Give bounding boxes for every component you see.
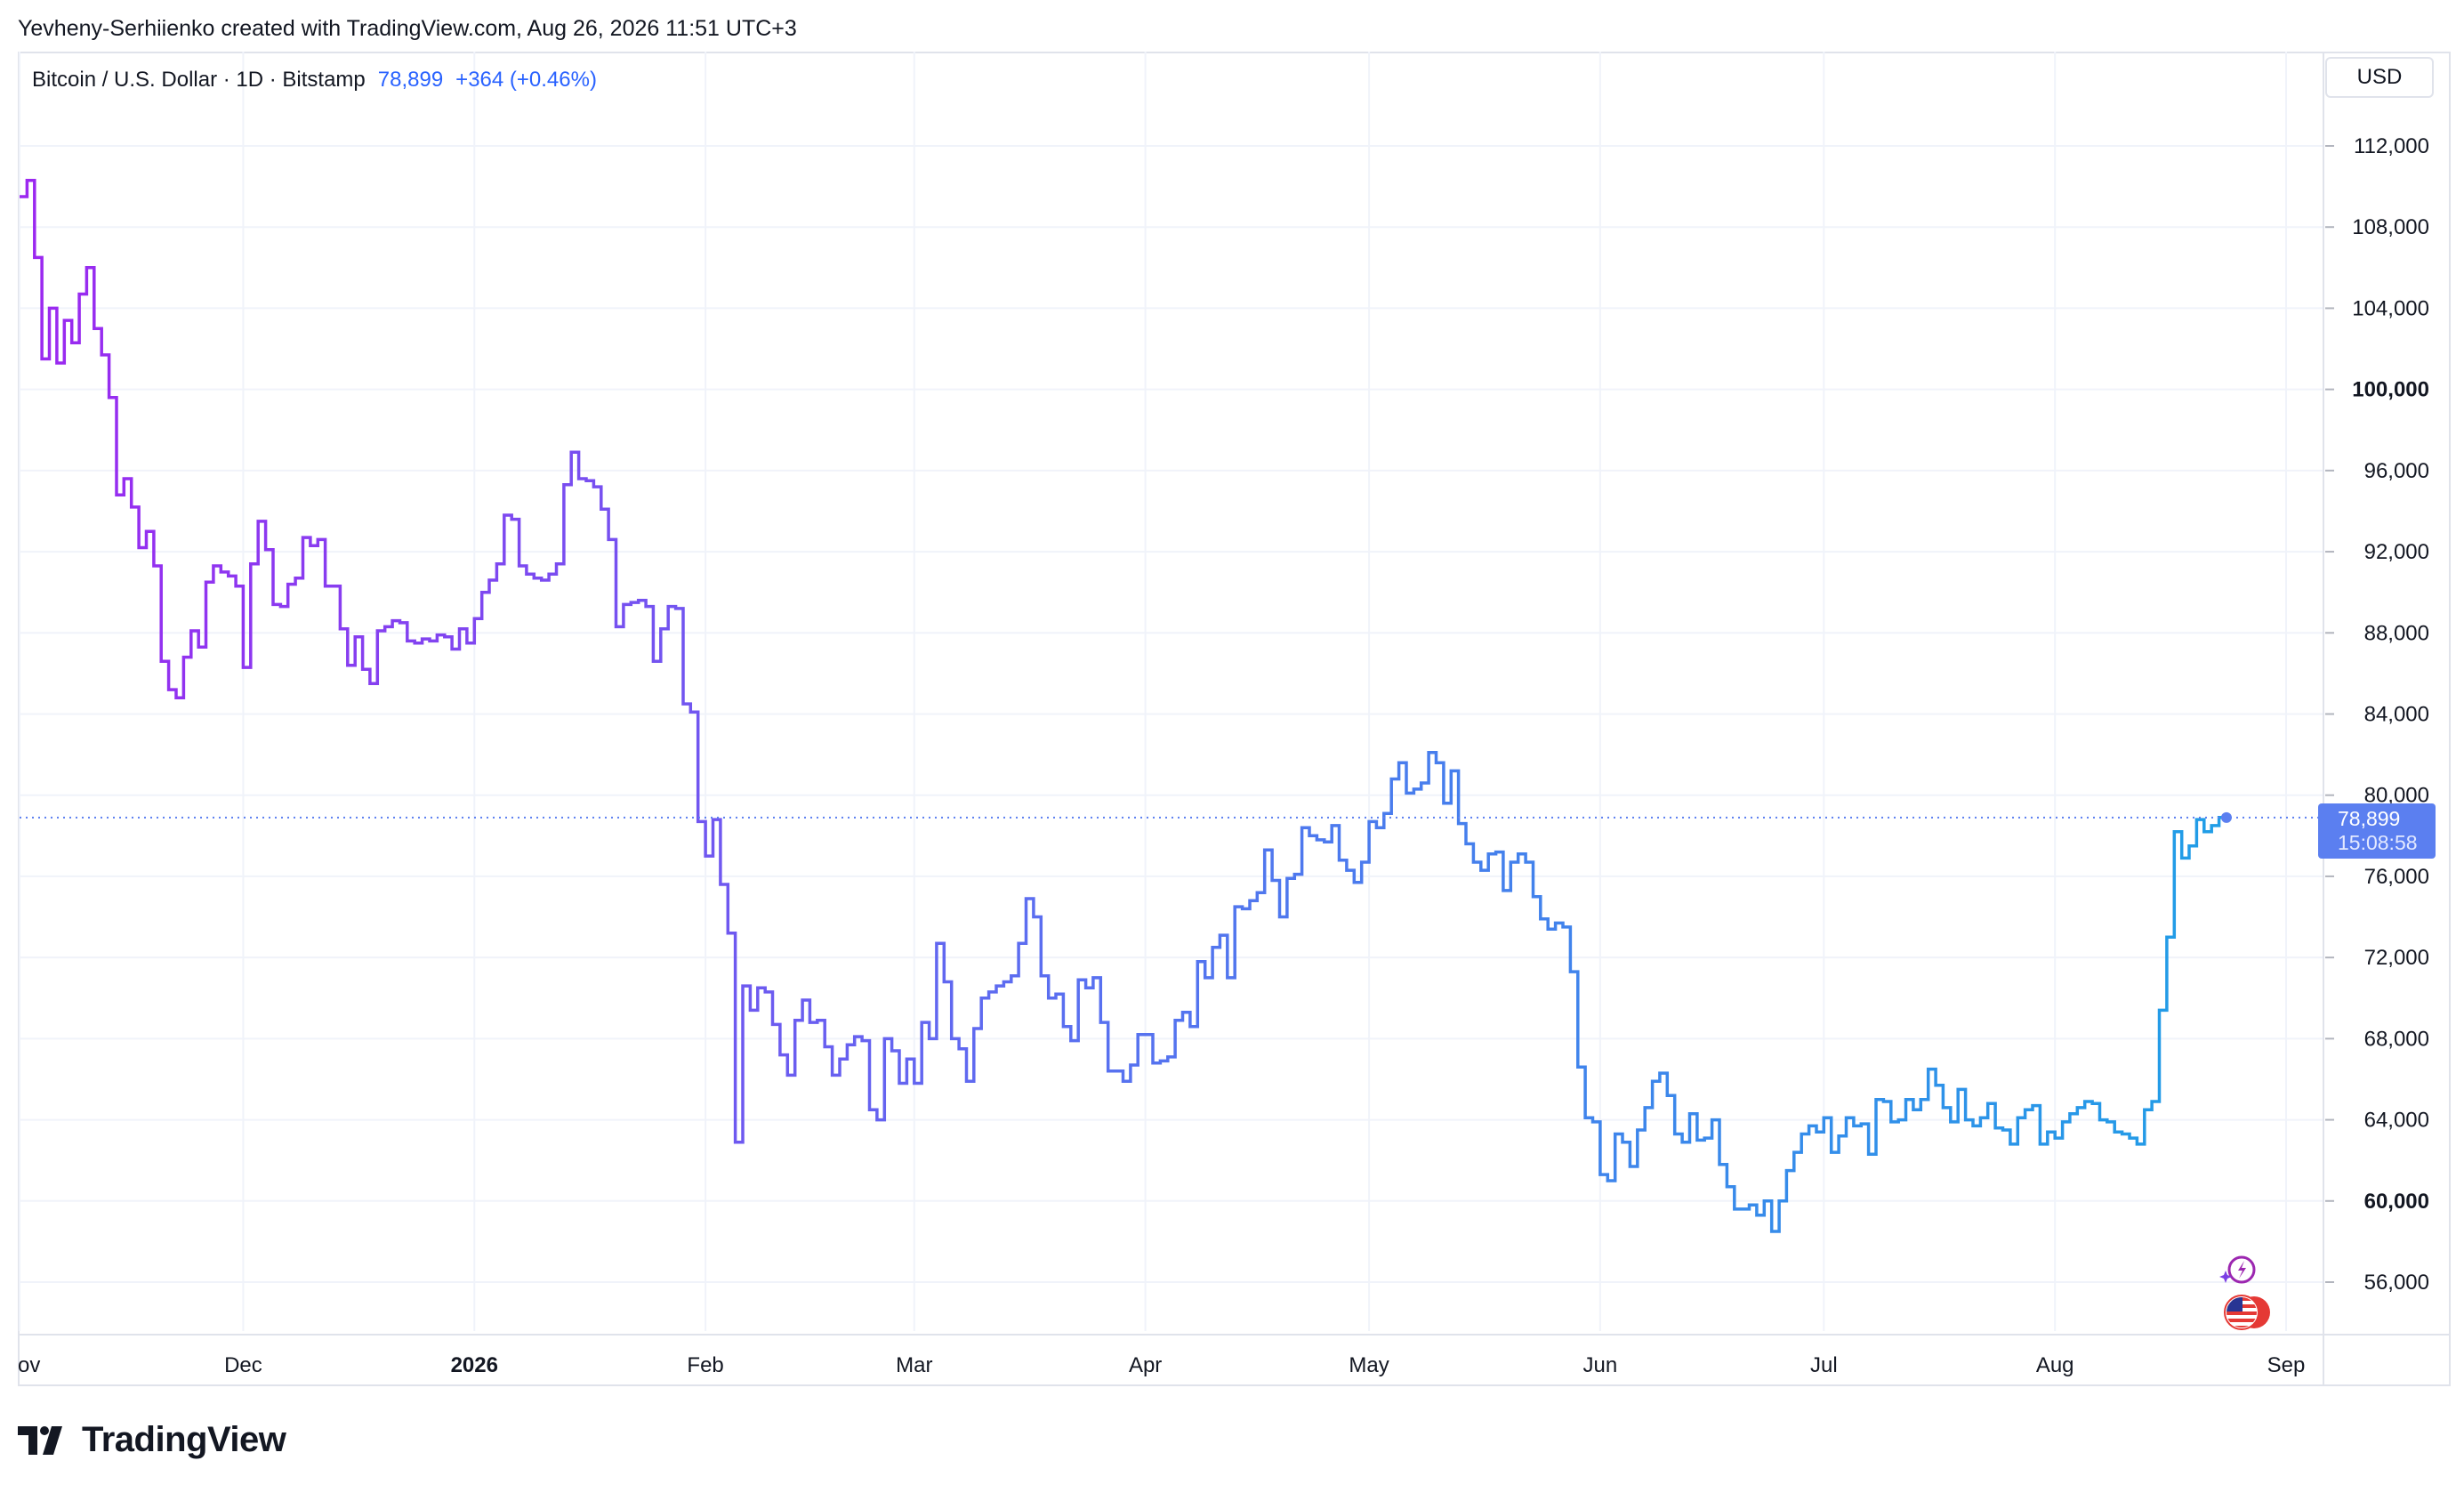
x-tick-label: May [1349, 1353, 1389, 1377]
y-tick-label: 60,000 [2364, 1190, 2429, 1214]
y-tick-label: 100,000 [2352, 378, 2429, 402]
x-tick-label: Sep [2267, 1353, 2306, 1377]
x-tick-label: Feb [687, 1353, 723, 1377]
x-tick-label: Dec [224, 1353, 262, 1377]
x-tick-label: Jul [1810, 1353, 1838, 1377]
y-tick-label: 64,000 [2364, 1109, 2429, 1133]
last-value: 78,899 [377, 68, 444, 92]
x-tick-label: ov [18, 1353, 40, 1377]
last-price-label: 78,899 15:08:58 [2318, 803, 2436, 859]
y-tick-label: 84,000 [2364, 703, 2429, 727]
x-tick-label: Apr [1129, 1353, 1162, 1377]
y-tick-label: 76,000 [2364, 865, 2429, 889]
tradingview-logo-icon [18, 1425, 62, 1455]
y-tick-label: 96,000 [2364, 459, 2429, 483]
y-tick-label: 104,000 [2352, 296, 2429, 320]
last-price-dot [2220, 811, 2232, 823]
x-tick-label: 2026 [451, 1353, 498, 1377]
y-tick-label: 88,000 [2364, 621, 2429, 645]
y-tick-label: 72,000 [2364, 946, 2429, 970]
x-tick-label: Aug [2036, 1353, 2074, 1377]
bar-countdown: 15:08:58 [2338, 830, 2418, 854]
series-line [20, 179, 2226, 1233]
logo-text: TradingView [82, 1420, 286, 1459]
y-tick-label: 56,000 [2364, 1271, 2429, 1295]
y-tick-label: 92,000 [2364, 540, 2429, 564]
y-axis: 56,00060,00064,00068,00072,00076,00080,0… [2325, 134, 2429, 1295]
x-tick-label: Mar [896, 1353, 932, 1377]
y-tick-label: 112,000 [2354, 134, 2429, 158]
chart-credit: Yevheny-Serhiienko created with TradingV… [18, 16, 797, 41]
currency-selector[interactable]: USD [2325, 57, 2434, 98]
x-axis[interactable]: ov Dec 2026 Feb Mar Apr May Jun Jul Aug Sep [18, 1353, 2305, 1377]
price-line [20, 179, 2318, 1233]
last-price-value: 78,899 [2338, 806, 2401, 830]
symbol-legend[interactable]: Bitcoin / U.S. Dollar · 1D · Bitstamp 78,… [32, 68, 597, 93]
tradingview-logo[interactable]: TradingView [18, 1420, 286, 1460]
us-flag-icon[interactable] [2220, 1292, 2275, 1333]
lightning-icon[interactable] [2217, 1252, 2258, 1293]
y-tick-label: 108,000 [2352, 215, 2429, 239]
price-change: +364 (+0.46%) [455, 68, 597, 92]
x-tick-label: Jun [1583, 1353, 1618, 1377]
symbol-title: Bitcoin / U.S. Dollar · 1D · Bitstamp [32, 68, 366, 92]
y-tick-label: 68,000 [2364, 1027, 2429, 1051]
grid [19, 52, 2451, 1386]
